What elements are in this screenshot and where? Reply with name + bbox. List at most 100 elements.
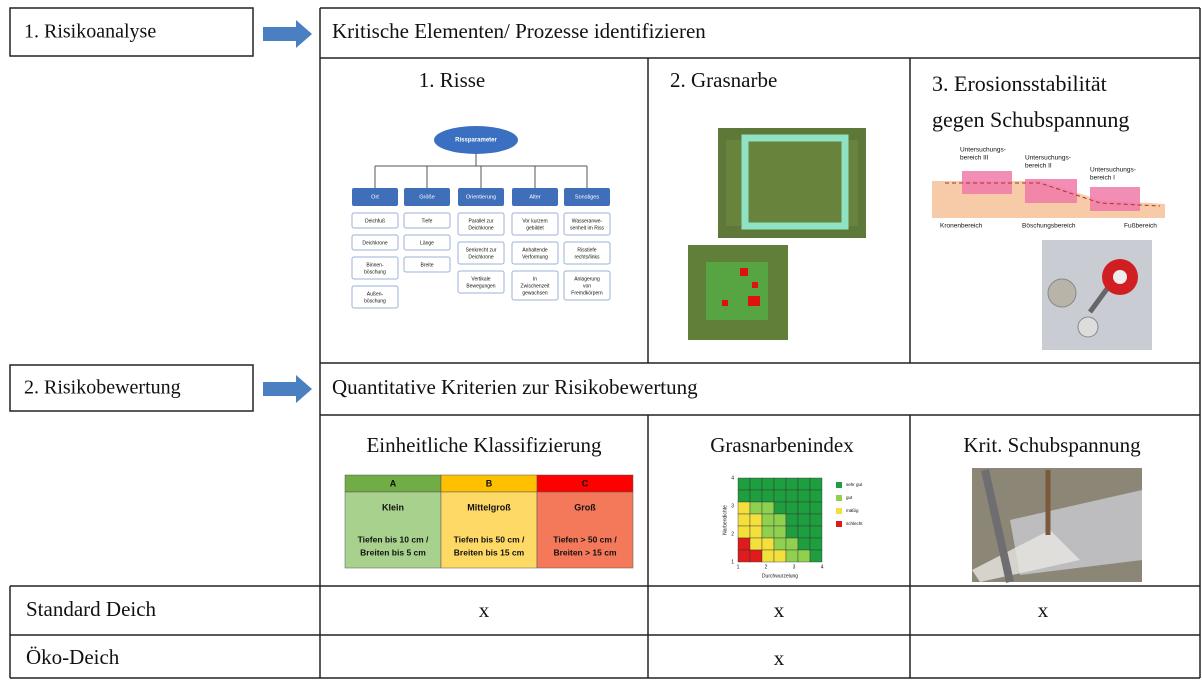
class-letter: C bbox=[582, 478, 589, 488]
column-heading: Grasnarbenindex bbox=[710, 433, 854, 457]
row-label: Standard Deich bbox=[26, 597, 157, 621]
item-label: Deichkrone bbox=[468, 254, 494, 260]
column-heading: Krit. Schubspannung bbox=[963, 433, 1141, 457]
table-lines bbox=[9, 7, 1201, 679]
matrix-cell bbox=[785, 501, 799, 515]
x-tick-label: 2 bbox=[765, 564, 768, 570]
step-label: 2. Risikobewertung bbox=[24, 377, 181, 399]
legend-swatch bbox=[836, 521, 842, 527]
matrix-cell bbox=[773, 513, 787, 527]
area-label: Untersuchungs- bbox=[960, 147, 1006, 154]
arrow bbox=[263, 20, 312, 48]
matrix-cell bbox=[773, 525, 787, 539]
matrix-cell bbox=[809, 525, 823, 539]
red-cell bbox=[722, 300, 728, 306]
column-heading: gegen Schubspannung bbox=[932, 107, 1129, 132]
class-criteria: Tiefen > 50 cm / bbox=[553, 534, 617, 544]
group-node bbox=[458, 188, 504, 206]
matrix-cell bbox=[737, 537, 751, 551]
item-label: Anlagerung bbox=[574, 276, 600, 282]
matrix-cell bbox=[749, 489, 763, 503]
item-node bbox=[563, 270, 611, 301]
item-label: böschung bbox=[364, 298, 386, 304]
matrix-cell bbox=[773, 549, 787, 563]
matrix-cell bbox=[737, 525, 751, 539]
matrix-cell bbox=[785, 477, 799, 491]
class-size: Mittelgroß bbox=[467, 502, 511, 512]
legend-swatch bbox=[836, 508, 842, 514]
area-box bbox=[1025, 179, 1077, 203]
matrix-cell bbox=[809, 501, 823, 515]
item-label: Deichfuß bbox=[365, 218, 385, 224]
item-node bbox=[563, 212, 611, 236]
class-cell bbox=[440, 491, 538, 569]
item-label: Zwischenzeit bbox=[521, 283, 551, 289]
group-label: Orientierung bbox=[466, 194, 496, 200]
y-tick-label: 1 bbox=[731, 559, 734, 565]
legend-label: gut bbox=[846, 495, 853, 500]
group-node bbox=[564, 188, 610, 206]
matrix-cell bbox=[809, 477, 823, 491]
column-heading: Einheitliche Klassifizierung bbox=[366, 433, 602, 457]
group-label: Alter bbox=[529, 194, 540, 200]
class-criteria: Tiefen bis 50 cm / bbox=[454, 534, 525, 544]
item-label: Vor kurzem bbox=[522, 218, 547, 224]
matrix-cell bbox=[785, 549, 799, 563]
device-photo bbox=[1042, 240, 1152, 350]
y-axis-label: Narbendichte bbox=[722, 505, 728, 535]
class-criteria: Breiten bis 5 cm bbox=[360, 547, 426, 557]
area-box bbox=[1090, 187, 1140, 211]
item-label: Deichkrone bbox=[468, 225, 494, 231]
item-label: Senkrecht zur bbox=[466, 247, 497, 253]
column-heading: 2. Grasnarbe bbox=[670, 68, 777, 92]
check-mark: x bbox=[1038, 598, 1049, 622]
item-label: Vertikale bbox=[471, 276, 490, 282]
matrix-cell bbox=[749, 537, 763, 551]
item-node bbox=[457, 212, 505, 236]
column-heading: 1. Risse bbox=[419, 68, 486, 92]
zone-label: Kronenbereich bbox=[940, 223, 983, 230]
matrix-cell bbox=[749, 525, 763, 539]
y-tick-label: 4 bbox=[731, 475, 734, 481]
item-label: Bewegungen bbox=[466, 283, 495, 289]
matrix-cell bbox=[773, 537, 787, 551]
y-tick-label: 2 bbox=[731, 531, 734, 537]
item-node bbox=[511, 212, 559, 236]
frame-square bbox=[741, 134, 849, 230]
item-label: gewachsen bbox=[522, 290, 548, 296]
class-cell bbox=[536, 491, 634, 569]
item-node bbox=[563, 241, 611, 265]
item-node bbox=[351, 256, 399, 280]
class-size: Klein bbox=[382, 502, 404, 512]
item-label: Tiefe bbox=[422, 218, 433, 224]
legend-label: mäßig bbox=[846, 508, 859, 513]
class-size: Groß bbox=[574, 502, 596, 512]
matrix-cell bbox=[785, 489, 799, 503]
group-node bbox=[352, 188, 398, 206]
item-label: von bbox=[583, 283, 591, 289]
item-label: In bbox=[533, 276, 537, 282]
matrix-cell bbox=[737, 549, 751, 563]
grid-overlay bbox=[706, 262, 768, 320]
legend-label: schlecht bbox=[846, 521, 863, 526]
item-node bbox=[351, 212, 399, 229]
area-label: bereich I bbox=[1090, 175, 1115, 182]
x-tick-label: 4 bbox=[821, 564, 824, 570]
check-mark: x bbox=[774, 598, 785, 622]
matrix-cell bbox=[785, 537, 799, 551]
matrix-cell bbox=[797, 537, 811, 551]
matrix-cell bbox=[773, 477, 787, 491]
item-label: Außen- bbox=[367, 291, 384, 297]
matrix-cell bbox=[809, 537, 823, 551]
motor-cap bbox=[1113, 270, 1127, 284]
root-node bbox=[434, 126, 518, 154]
red-cell bbox=[740, 268, 748, 276]
red-cell bbox=[748, 296, 760, 306]
shear-photo bbox=[972, 468, 1142, 583]
item-label: Breite bbox=[420, 262, 433, 268]
matrix-cell bbox=[797, 477, 811, 491]
area-label: bereich II bbox=[1025, 163, 1052, 170]
matrix-cell bbox=[761, 525, 775, 539]
